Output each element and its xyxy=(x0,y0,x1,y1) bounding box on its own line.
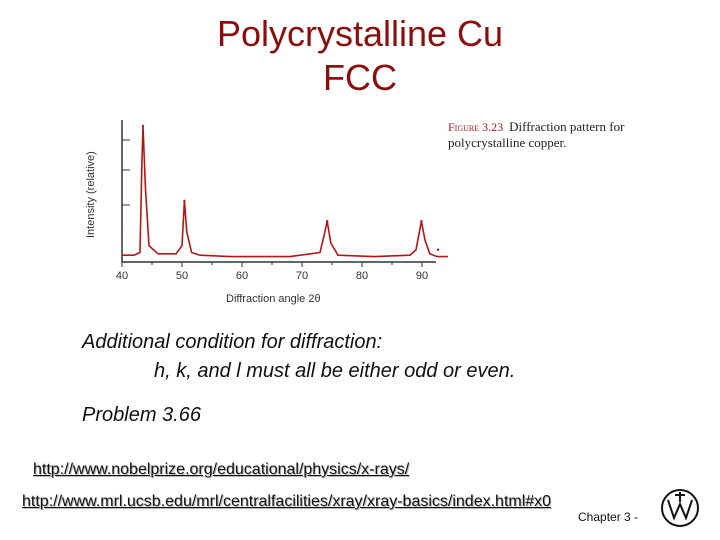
chart-ticks: 40 50 60 70 80 90 xyxy=(116,124,440,282)
condition-line-1: Additional condition for diffraction: xyxy=(82,331,383,353)
link-nobelprize[interactable]: http://www.nobelprize.org/educational/ph… xyxy=(33,461,410,478)
x-tick-label-70: 70 xyxy=(296,270,308,282)
diffraction-trace xyxy=(122,125,448,258)
figure-caption-text: Diffraction pattern for polycrystalline … xyxy=(448,119,625,150)
x-tick-label-80: 80 xyxy=(356,270,368,282)
publisher-logo-icon xyxy=(661,489,699,527)
y-axis-label: Intensity (relative) xyxy=(85,151,97,238)
diffraction-chart: 40 50 60 70 80 90 Intensity (relative) Diffra… xyxy=(85,120,448,305)
peak-point xyxy=(436,248,440,251)
title-line-1: Polycrystalline Cu xyxy=(216,13,504,54)
title-line-2: FCC xyxy=(323,57,397,98)
slide-title: Polycrystalline Cu FCC xyxy=(0,12,720,100)
condition-line-2: h, k, and l must all be either odd or ev… xyxy=(154,360,516,382)
x-axis-label: Diffraction angle 2θ xyxy=(226,293,321,305)
chart-axes xyxy=(121,120,436,263)
chapter-footer: Chapter 3 - xyxy=(578,510,639,524)
x-tick-label-50: 50 xyxy=(176,270,188,282)
problem-label: Problem 3.66 xyxy=(82,404,201,426)
figure-caption: Figure 3.23 Diffraction pattern for polyc… xyxy=(448,119,678,151)
x-tick-label-90: 90 xyxy=(416,270,428,282)
link-mrl-ucsb[interactable]: http://www.mrl.ucsb.edu/mrl/centralfacil… xyxy=(22,493,552,510)
x-tick-label-60: 60 xyxy=(236,270,248,282)
x-tick-label-40: 40 xyxy=(116,270,128,282)
figure-caption-label: Figure 3.23 xyxy=(448,120,504,134)
